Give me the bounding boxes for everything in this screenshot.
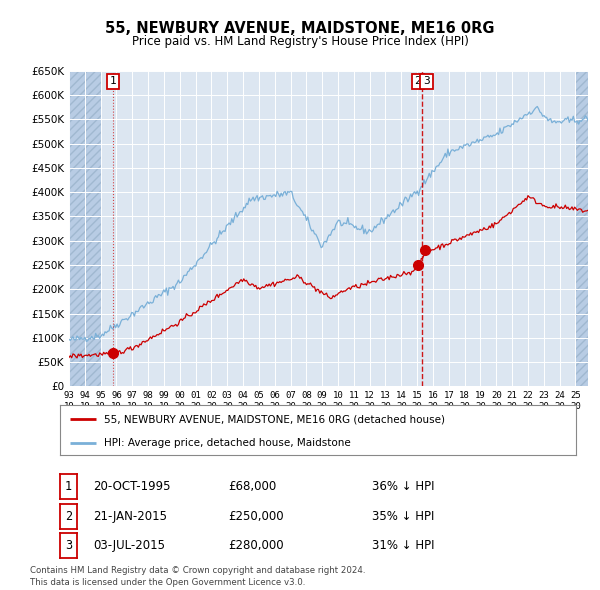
Text: 55, NEWBURY AVENUE, MAIDSTONE, ME16 0RG: 55, NEWBURY AVENUE, MAIDSTONE, ME16 0RG <box>105 21 495 35</box>
Text: 03-JUL-2015: 03-JUL-2015 <box>93 539 165 552</box>
Text: Contains HM Land Registry data © Crown copyright and database right 2024.
This d: Contains HM Land Registry data © Crown c… <box>30 566 365 587</box>
Text: 3: 3 <box>423 77 430 87</box>
Text: 1: 1 <box>65 480 72 493</box>
Text: £250,000: £250,000 <box>228 510 284 523</box>
Text: 2: 2 <box>415 77 421 87</box>
Bar <box>575 71 588 386</box>
Text: Price paid vs. HM Land Registry's House Price Index (HPI): Price paid vs. HM Land Registry's House … <box>131 35 469 48</box>
Text: HPI: Average price, detached house, Maidstone: HPI: Average price, detached house, Maid… <box>104 438 350 448</box>
Text: 21-JAN-2015: 21-JAN-2015 <box>93 510 167 523</box>
Text: 36% ↓ HPI: 36% ↓ HPI <box>372 480 434 493</box>
Text: 31% ↓ HPI: 31% ↓ HPI <box>372 539 434 552</box>
Bar <box>69 71 101 386</box>
Text: 1: 1 <box>110 77 116 87</box>
Text: 2: 2 <box>65 510 72 523</box>
Text: £280,000: £280,000 <box>228 539 284 552</box>
Text: 35% ↓ HPI: 35% ↓ HPI <box>372 510 434 523</box>
Text: £68,000: £68,000 <box>228 480 276 493</box>
Text: 3: 3 <box>65 539 72 552</box>
Text: 55, NEWBURY AVENUE, MAIDSTONE, ME16 0RG (detached house): 55, NEWBURY AVENUE, MAIDSTONE, ME16 0RG … <box>104 414 445 424</box>
Text: 20-OCT-1995: 20-OCT-1995 <box>93 480 170 493</box>
